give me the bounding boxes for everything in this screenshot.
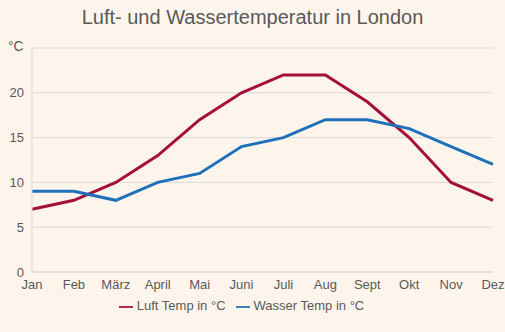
html-text:Wasser Temp in °C: Wasser Temp in °C <box>253 298 365 313</box>
svg-text:20: 20 <box>10 85 24 100</box>
svg-text:April: April <box>145 277 171 292</box>
svg-text:Sept: Sept <box>354 277 381 292</box>
html-text:Luft- und Wassertemperatur in: Luft- und Wassertemperatur in London <box>81 6 424 28</box>
svg-text:Nov: Nov <box>440 277 464 292</box>
svg-text:15: 15 <box>10 130 24 145</box>
svg-text:Okt: Okt <box>399 277 420 292</box>
svg-text:5: 5 <box>17 220 24 235</box>
svg-text:Jan: Jan <box>22 277 43 292</box>
svg-text:März: März <box>101 277 130 292</box>
svg-text:Juli: Juli <box>274 277 294 292</box>
svg-text:Mai: Mai <box>189 277 210 292</box>
svg-text:Feb: Feb <box>63 277 85 292</box>
svg-text:Aug: Aug <box>314 277 337 292</box>
svg-text:Juni: Juni <box>230 277 254 292</box>
svg-text:0: 0 <box>17 265 24 280</box>
svg-text:10: 10 <box>10 175 24 190</box>
html-text:°C: °C <box>8 38 24 54</box>
svg-text:Dez: Dez <box>481 277 497 292</box>
html-text:Luft Temp in °C: Luft Temp in °C <box>136 298 226 313</box>
